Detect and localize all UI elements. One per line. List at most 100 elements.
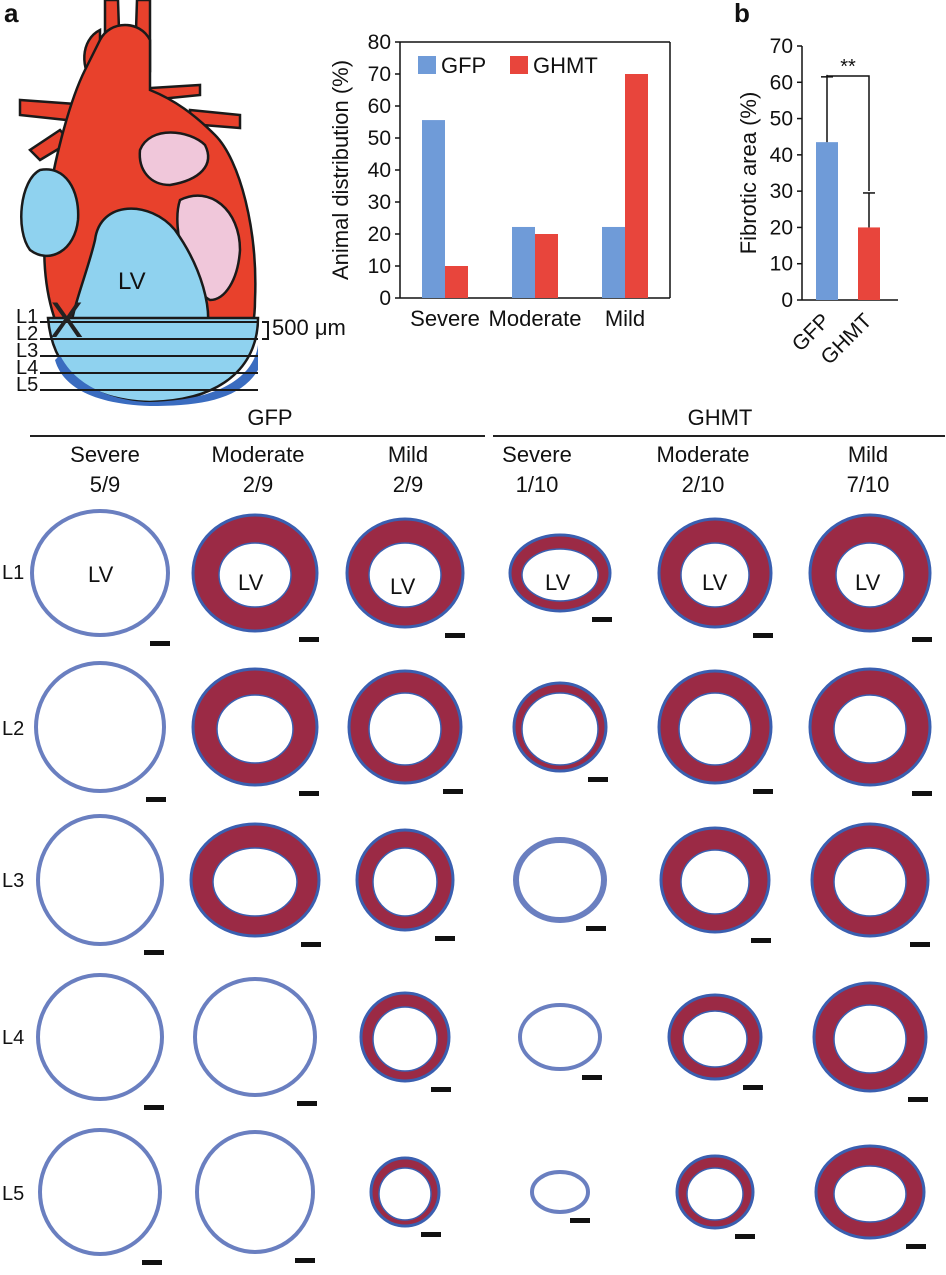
heart-level-L5: L5 — [16, 374, 39, 396]
col-head-gfp-severe: Severe 5/9 — [70, 442, 140, 497]
chart2-ylabel: Fibrotic area (%) — [736, 92, 761, 255]
scale-bar — [735, 1234, 755, 1239]
lumen — [835, 542, 905, 608]
row-label-L1: L1 — [2, 562, 25, 584]
tissue-section-ghmt-severe-l4 — [518, 1003, 602, 1080]
heart-level-L2: L2 — [16, 323, 39, 345]
scale-bar — [431, 1087, 451, 1092]
scale-bar — [586, 926, 606, 931]
tissue-section-ghmt-moderate-l2 — [657, 669, 773, 794]
chart1-bar-gfp-mild — [602, 226, 625, 298]
lumen — [833, 847, 907, 917]
scale-bar — [743, 1085, 763, 1090]
row-label-L2: L2 — [2, 718, 25, 740]
lumen — [368, 692, 442, 766]
section-grid — [30, 509, 932, 1265]
tissue-section-ghmt-mild-l5 — [814, 1144, 926, 1249]
col-head-ghmt-moderate: Moderate 2/10 — [656, 442, 750, 497]
chart1-ytick-label: 10 — [368, 255, 391, 278]
chart2-ytick-label: 30 — [770, 180, 793, 203]
chart2-bar-ghmt — [858, 227, 880, 300]
lumen — [678, 692, 752, 766]
scale-bar — [299, 791, 319, 796]
chart1-legend-swatch-ghmt — [510, 56, 528, 74]
lumen — [680, 542, 750, 608]
chart1-ytick-label: 30 — [368, 191, 391, 214]
group-divider-ghmt — [493, 435, 945, 437]
scale-bar — [912, 791, 932, 796]
tissue-section-ghmt-moderate-l5 — [675, 1154, 755, 1239]
thin-wall — [195, 1130, 315, 1254]
scale-bar — [912, 637, 932, 642]
scale-bar — [910, 942, 930, 947]
section-lv-label-gfp-severe: LV — [88, 562, 114, 587]
tissue-section-ghmt-mild-l1 — [808, 513, 932, 642]
section-lv-label-ghmt-moderate: LV — [702, 570, 728, 595]
col-head-ghmt-mild: Mild 7/10 — [846, 442, 890, 497]
section-lv-label-gfp-mild: LV — [390, 574, 416, 599]
lumen — [212, 847, 298, 917]
chart1-bar-ghmt-moderate — [535, 234, 558, 298]
chart1-ytick-label: 50 — [368, 127, 391, 150]
tissue-section-gfp-severe-l5 — [38, 1128, 162, 1265]
tissue-section-ghmt-moderate-l4 — [667, 993, 763, 1090]
heart-level-L3: L3 — [16, 340, 39, 362]
scale-bar — [299, 637, 319, 642]
chart2-significance-label: ** — [840, 56, 856, 78]
lumen — [378, 1167, 432, 1221]
group-label-ghmt: GHMT — [687, 405, 753, 430]
thin-wall — [34, 661, 166, 793]
scale-bar — [295, 1258, 315, 1263]
scale-bar — [146, 797, 166, 802]
scale-bar — [301, 942, 321, 947]
scale-bar — [753, 789, 773, 794]
scale-bar — [443, 789, 463, 794]
lumen — [216, 694, 294, 764]
scale-bar — [908, 1097, 928, 1102]
chart2-ytick-label: 50 — [770, 108, 793, 131]
section-lv-label-ghmt-severe: LV — [545, 570, 571, 595]
chart1-legend-label-ghmt: GHMT — [533, 53, 598, 78]
tissue-section-ghmt-severe-l5 — [530, 1170, 590, 1223]
ligation-mark: X — [50, 292, 84, 348]
tissue-section-gfp-mild-l5 — [369, 1156, 441, 1237]
chart2-ytick-label: 60 — [770, 71, 793, 94]
tissue-section-ghmt-moderate-l3 — [659, 826, 771, 943]
tissue-section-ghmt-severe-l2 — [512, 681, 608, 782]
tissue-section-gfp-severe-l1 — [30, 509, 170, 646]
lumen — [682, 1010, 748, 1068]
chart1-ytick-label: 0 — [379, 287, 391, 310]
tissue-section-ghmt-mild-l3 — [810, 822, 930, 947]
scale-bar — [592, 617, 612, 622]
scale-bar — [582, 1075, 602, 1080]
lumen — [833, 694, 907, 764]
heart-level-L4: L4 — [16, 357, 39, 379]
scale-bar — [570, 1218, 590, 1223]
scale-bar — [142, 1260, 162, 1265]
thin-wall — [530, 1170, 590, 1214]
tissue-section-ghmt-severe-l1 — [508, 533, 612, 622]
chart2-ytick-label: 0 — [781, 289, 793, 312]
scale-bar — [144, 950, 164, 955]
tissue-section-gfp-severe-l3 — [36, 814, 164, 955]
chart2-ytick-label: 70 — [770, 35, 793, 58]
chart1-ytick-label: 60 — [368, 95, 391, 118]
scale-bar — [906, 1244, 926, 1249]
group-divider-gfp — [30, 435, 485, 437]
chart1-category-label: Severe — [410, 306, 480, 331]
scale-bar — [144, 1105, 164, 1110]
scale-bar — [435, 936, 455, 941]
lumen — [680, 849, 750, 915]
thin-wall — [193, 977, 317, 1097]
chart2-ytick-label: 20 — [770, 216, 793, 239]
row-label-L3: L3 — [2, 870, 25, 892]
col-head-gfp-moderate: Moderate 2/9 — [211, 442, 305, 497]
thin-wall — [513, 837, 607, 923]
tissue-section-gfp-mild-l2 — [347, 669, 463, 794]
heart-schematic — [18, 0, 269, 406]
lumen — [372, 847, 438, 917]
lumen — [521, 692, 599, 766]
chart2-ytick-label: 40 — [770, 144, 793, 167]
chart1-bar-ghmt-severe — [445, 266, 468, 298]
group-label-gfp: GFP — [247, 405, 293, 430]
